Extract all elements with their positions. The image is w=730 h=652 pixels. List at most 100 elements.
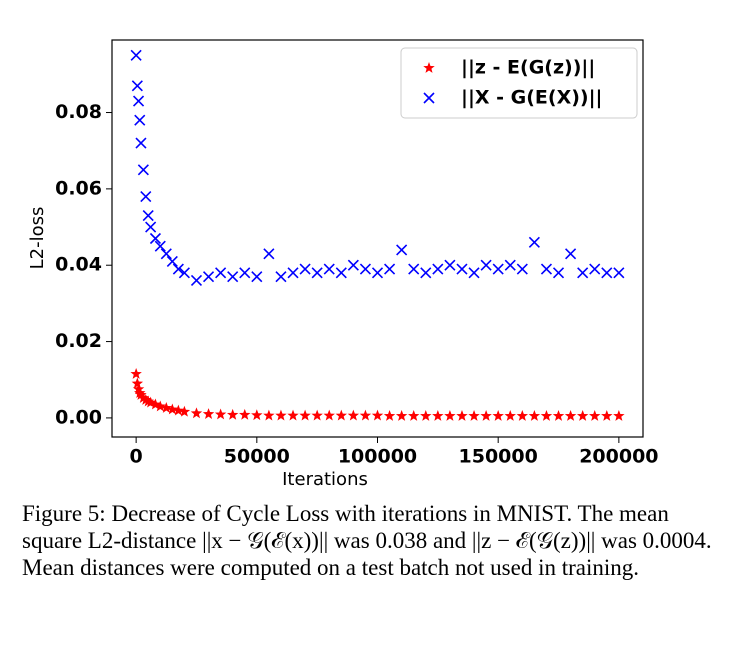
star-marker <box>552 410 565 421</box>
x-marker <box>552 267 565 279</box>
x-marker <box>132 95 145 107</box>
x-marker <box>140 190 152 203</box>
x-marker <box>359 263 371 275</box>
x-tick-label: 0 <box>130 446 143 468</box>
caption: Figure 5: Decrease of Cycle Loss with it… <box>22 500 717 581</box>
star-marker <box>160 401 173 413</box>
x-marker <box>468 267 480 279</box>
star-marker <box>613 410 625 421</box>
x-tick-label: 50000 <box>224 446 290 468</box>
x-marker <box>227 271 239 283</box>
x-tick-label: 200000 <box>579 446 658 468</box>
star-marker <box>178 405 191 417</box>
star-marker <box>275 409 287 421</box>
star-marker <box>504 410 516 421</box>
x-marker <box>423 92 435 104</box>
legend-label: ||z - E(G(z))|| <box>461 57 595 79</box>
x-marker <box>516 263 528 275</box>
star-marker <box>395 410 408 421</box>
x-marker <box>347 259 359 271</box>
y-tick-label: 0.04 <box>55 254 102 276</box>
x-marker <box>601 267 613 279</box>
star-marker <box>135 389 147 400</box>
x-tick-label: 150000 <box>459 446 538 468</box>
star-marker <box>263 409 275 421</box>
x-marker <box>540 263 553 275</box>
y-tick-label: 0.06 <box>55 177 102 199</box>
x-marker <box>142 210 154 222</box>
legend-label: ||X - G(E(X))|| <box>461 87 602 109</box>
star-marker <box>226 408 239 420</box>
x-marker <box>190 274 203 287</box>
y-axis-label: L2-loss <box>27 207 48 270</box>
x-marker <box>137 164 149 176</box>
star-marker <box>335 409 347 421</box>
star-marker <box>589 410 601 421</box>
x-marker <box>323 263 335 275</box>
star-marker <box>456 410 468 421</box>
x-tick-label: 100000 <box>338 446 417 468</box>
x-marker <box>131 80 143 92</box>
star-marker <box>287 409 299 421</box>
x-marker <box>239 267 251 279</box>
star-marker <box>444 410 456 421</box>
x-marker <box>492 263 504 275</box>
caption-text: Decrease of Cycle Loss with iterations i… <box>22 501 712 580</box>
star-marker <box>540 410 553 421</box>
star-marker <box>251 409 263 421</box>
star-marker <box>144 396 157 408</box>
x-marker <box>251 271 263 283</box>
x-marker <box>504 259 516 271</box>
x-marker <box>613 267 625 279</box>
x-marker <box>202 271 215 283</box>
star-marker <box>601 410 613 421</box>
star-marker <box>140 393 152 405</box>
star-marker <box>423 62 435 73</box>
x-marker <box>444 259 456 271</box>
star-marker <box>347 409 360 421</box>
x-marker <box>432 263 444 275</box>
star-marker <box>420 410 432 421</box>
x-marker <box>396 244 408 256</box>
star-marker <box>359 409 372 421</box>
x-marker <box>263 248 275 260</box>
star-marker <box>371 409 384 421</box>
star-marker <box>528 410 541 421</box>
star-marker <box>172 404 185 416</box>
x-marker <box>134 114 146 126</box>
x-marker <box>149 232 162 245</box>
star-marker <box>383 410 396 421</box>
x-marker <box>275 271 287 283</box>
x-marker <box>577 267 589 279</box>
star-marker <box>132 383 145 395</box>
x-marker <box>384 263 396 275</box>
x-axis-label: Iterations <box>282 469 368 490</box>
chart: Iterations L2-loss 0.00 0.02 0.04 0.06 0.08 0… <box>27 39 659 490</box>
star-marker <box>564 410 577 421</box>
star-marker <box>492 410 504 421</box>
x-marker <box>589 263 601 275</box>
star-marker <box>166 403 179 415</box>
star-marker <box>202 408 215 419</box>
star-marker <box>149 398 162 410</box>
star-marker <box>432 410 444 421</box>
x-marker <box>145 221 157 233</box>
x-marker <box>311 267 323 279</box>
x-marker <box>528 236 540 248</box>
star-marker <box>576 410 589 421</box>
star-marker <box>190 407 203 419</box>
x-marker <box>371 267 384 279</box>
star-marker <box>480 410 492 421</box>
star-marker <box>408 410 420 421</box>
x-marker <box>565 248 577 260</box>
star-marker <box>154 400 166 412</box>
star-marker <box>468 410 480 421</box>
x-marker <box>135 137 147 149</box>
x-marker <box>299 263 311 275</box>
x-marker <box>287 267 299 279</box>
star-marker <box>299 409 311 421</box>
star-marker <box>323 409 335 421</box>
x-marker <box>178 267 190 279</box>
star-marker <box>239 408 251 420</box>
x-marker <box>166 255 178 267</box>
